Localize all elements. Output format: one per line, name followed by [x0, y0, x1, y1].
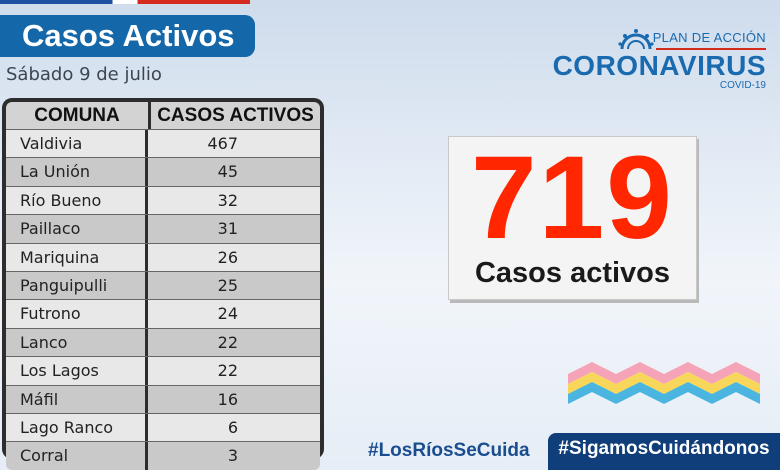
casos-cell: 26	[217, 247, 238, 267]
coronavirus-logo: PLAN DE ACCIÓN CORONAVIRUS COVID-19	[552, 24, 766, 94]
column-header-casos: CASOS ACTIVOS	[157, 105, 314, 126]
comuna-cell: Los Lagos	[6, 357, 148, 385]
casos-cell: 467	[207, 134, 238, 153]
table-row: Mariquina 26	[6, 242, 320, 271]
comuna-cell: Mariquina	[6, 243, 148, 271]
total-card: 719 Casos activos	[448, 136, 697, 300]
total-value: 719	[471, 132, 674, 264]
table-row: La Unión 45	[6, 157, 320, 186]
comuna-cell: Máfil	[6, 385, 148, 413]
comuna-cell: Paillaco	[6, 215, 148, 243]
comuna-cell: Valdivia	[6, 130, 148, 158]
logo-plan-text: PLAN DE ACCIÓN	[652, 30, 766, 45]
table-row: Corral 3	[6, 441, 320, 470]
casos-cell: 6	[227, 417, 238, 437]
table-row: Los Lagos 22	[6, 356, 320, 385]
column-header-comuna: COMUNA	[6, 102, 151, 129]
table-header: COMUNA CASOS ACTIVOS	[6, 102, 320, 129]
casos-cell: 32	[217, 190, 238, 210]
comuna-cell: Futrono	[6, 300, 148, 328]
casos-cell: 24	[217, 304, 238, 324]
hashtag-sigamos: #SigamosCuidándonos	[548, 433, 780, 470]
casos-cell: 25	[217, 275, 238, 295]
comuna-cell: Corral	[6, 442, 148, 470]
casos-cell: 3	[227, 446, 238, 466]
logo-main-text: CORONAVIRUS	[552, 50, 766, 81]
table-row: Valdivia 467	[6, 129, 320, 158]
table-row: Lanco 22	[6, 327, 320, 357]
casos-cell: 22	[217, 361, 238, 381]
comuna-cell: Panguipulli	[6, 271, 148, 300]
casos-cell: 22	[217, 332, 238, 352]
logo-divider	[656, 48, 766, 50]
casos-cell: 45	[217, 162, 238, 182]
table-body: Valdivia 467 La Unión 45 Río Bueno 32 Paill…	[6, 129, 320, 470]
table-row: Río Bueno 32	[6, 185, 320, 215]
table-row: Futrono 24	[6, 299, 320, 328]
table-row: Paillaco 31	[6, 214, 320, 243]
flag-strip	[0, 0, 250, 4]
table-row: Lago Ranco 6	[6, 412, 320, 442]
table-row: Panguipulli 25	[6, 270, 320, 300]
cases-table: COMUNA CASOS ACTIVOS Valdivia 467 La Unió…	[2, 98, 324, 470]
table-row: Máfil 16	[6, 384, 320, 413]
total-label: Casos activos	[474, 257, 671, 289]
page-title: Casos Activos	[0, 15, 255, 57]
casos-cell: 31	[217, 219, 238, 239]
waves-logo	[568, 362, 760, 404]
logo-sub-text: COVID-19	[719, 80, 766, 91]
comuna-cell: La Unión	[6, 158, 148, 186]
comuna-cell: Río Bueno	[6, 186, 148, 215]
casos-cell: 16	[217, 389, 238, 409]
hashtag-losrios: #LosRíosSeCuida	[368, 440, 530, 461]
comuna-cell: Lanco	[6, 328, 148, 357]
date-subtitle: Sábado 9 de julio	[6, 64, 162, 85]
comuna-cell: Lago Ranco	[6, 413, 148, 442]
virus-icon	[618, 29, 654, 50]
